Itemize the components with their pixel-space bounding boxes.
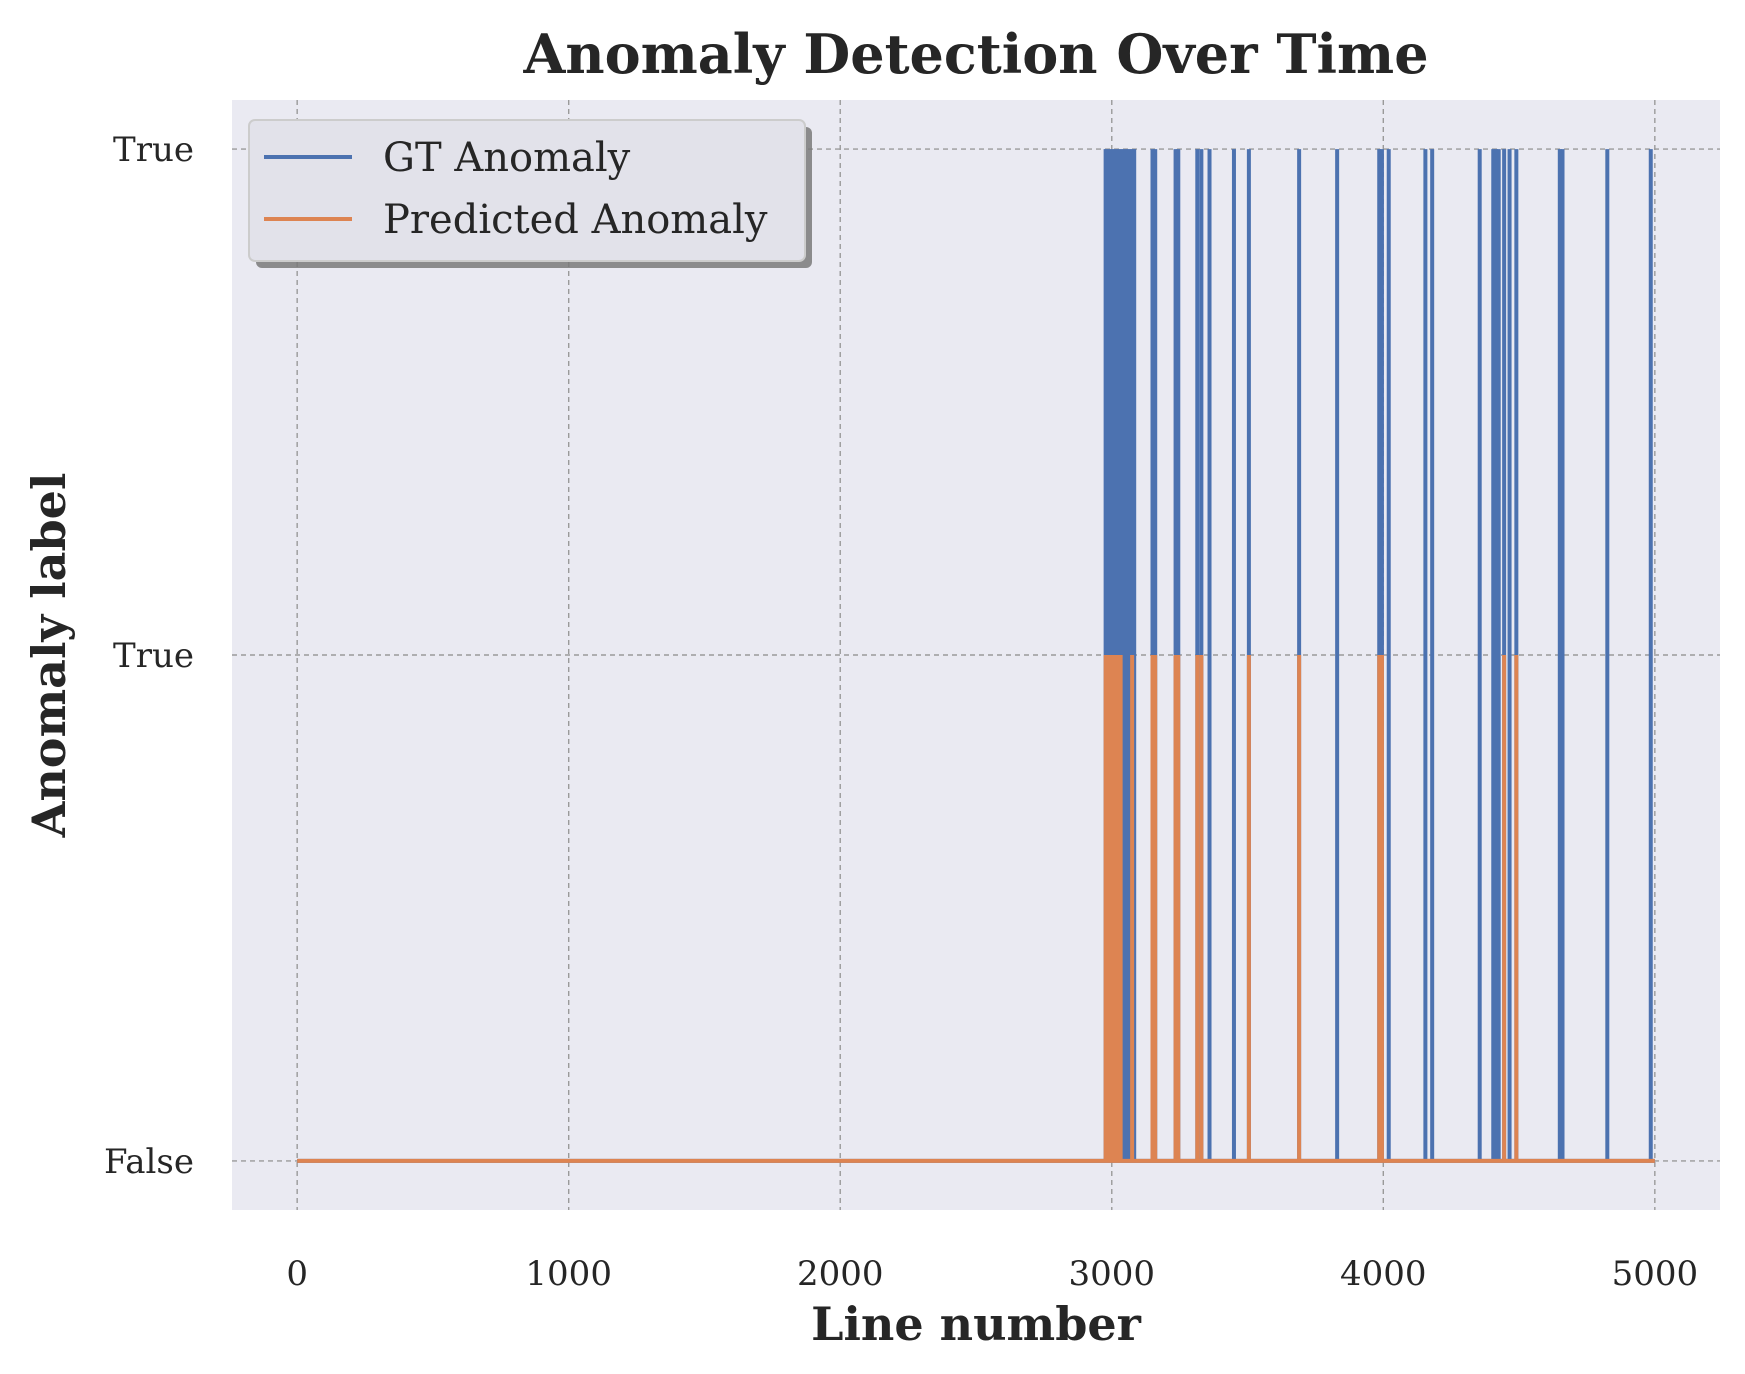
legend-box xyxy=(248,119,806,262)
x-tick-label-4000: 4000 xyxy=(1340,1254,1427,1294)
y-axis-label: Anomaly label xyxy=(22,473,76,839)
x-tick-label-1000: 1000 xyxy=(525,1254,612,1294)
x-axis-label: Line number xyxy=(811,1297,1142,1351)
predicted-anomaly-band-0 xyxy=(1103,655,1123,1161)
legend-label-gt-anomaly: GT Anomaly xyxy=(383,135,631,181)
x-tick-label-5000: 5000 xyxy=(1612,1254,1699,1294)
chart-title: Anomaly Detection Over Time xyxy=(522,22,1428,86)
legend: GT Anomaly Predicted Anomaly xyxy=(248,119,812,268)
x-tick-label-3000: 3000 xyxy=(1069,1254,1156,1294)
series-layer xyxy=(297,149,1655,1163)
y-tick-label-2: True xyxy=(113,130,194,170)
legend-label-predicted-anomaly: Predicted Anomaly xyxy=(383,197,768,243)
series-predicted-anomaly xyxy=(297,655,1655,1163)
x-tick-label-0: 0 xyxy=(286,1254,308,1294)
y-tick-label-1: True xyxy=(113,636,194,676)
ticks: 0 1000 2000 3000 4000 5000 False True True xyxy=(104,130,1698,1294)
y-tick-label-0: False xyxy=(104,1142,194,1182)
x-tick-label-2000: 2000 xyxy=(797,1254,884,1294)
